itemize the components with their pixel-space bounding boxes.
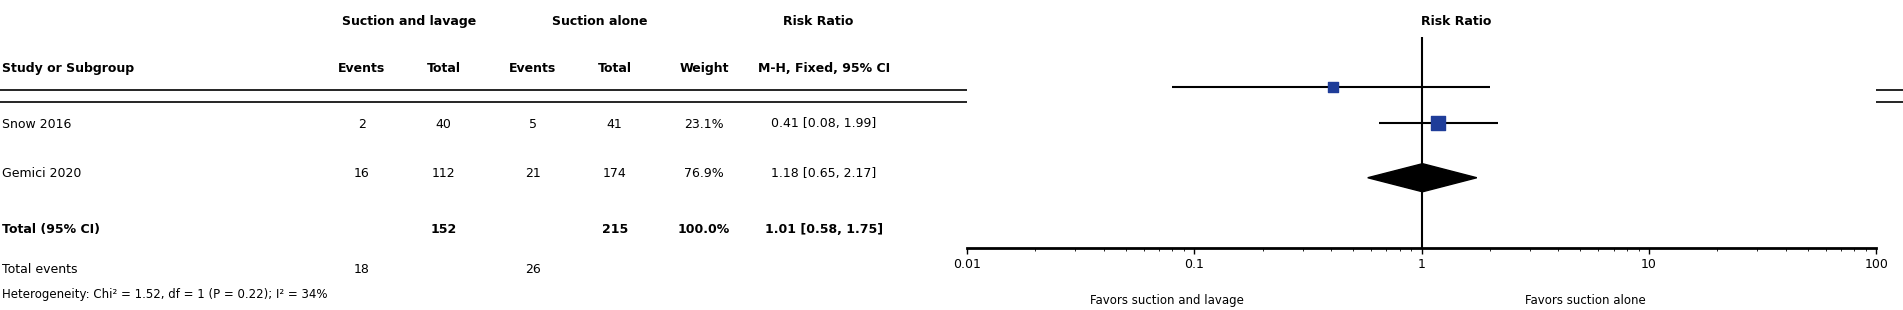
Text: Favors suction and lavage: Favors suction and lavage xyxy=(1090,294,1245,308)
Text: Suction and lavage: Suction and lavage xyxy=(343,15,476,28)
Text: Suction alone: Suction alone xyxy=(552,15,647,28)
Text: 100.0%: 100.0% xyxy=(677,223,731,236)
Text: Total events: Total events xyxy=(2,263,78,276)
Text: 0.41 [0.08, 1.99]: 0.41 [0.08, 1.99] xyxy=(771,117,877,131)
Text: 112: 112 xyxy=(432,167,455,180)
Text: 1.18 [0.65, 2.17]: 1.18 [0.65, 2.17] xyxy=(771,167,877,180)
Text: 5: 5 xyxy=(529,117,537,131)
Text: Risk Ratio: Risk Ratio xyxy=(1422,15,1490,28)
Point xyxy=(1319,85,1349,90)
Text: Study or Subgroup: Study or Subgroup xyxy=(2,62,133,75)
Text: 1.01 [0.58, 1.75]: 1.01 [0.58, 1.75] xyxy=(765,223,883,236)
Text: M-H, Fixed, 95% CI: M-H, Fixed, 95% CI xyxy=(757,62,891,75)
Text: 215: 215 xyxy=(601,223,628,236)
Text: M-H, Fixed, 95% CI: M-H, Fixed, 95% CI xyxy=(1389,62,1522,75)
Text: 21: 21 xyxy=(525,167,540,180)
Text: 174: 174 xyxy=(603,167,626,180)
Text: 26: 26 xyxy=(525,263,540,276)
Text: Total (95% CI): Total (95% CI) xyxy=(2,223,99,236)
Text: 152: 152 xyxy=(430,223,457,236)
Text: Events: Events xyxy=(510,62,556,75)
Text: Risk Ratio: Risk Ratio xyxy=(784,15,853,28)
Text: 2: 2 xyxy=(358,117,365,131)
Text: Snow 2016: Snow 2016 xyxy=(2,117,70,131)
Text: Events: Events xyxy=(339,62,384,75)
Text: Weight: Weight xyxy=(679,62,729,75)
Text: 40: 40 xyxy=(436,117,451,131)
Text: Total: Total xyxy=(598,62,632,75)
Text: 16: 16 xyxy=(354,167,369,180)
Text: 41: 41 xyxy=(607,117,622,131)
Text: Favors suction alone: Favors suction alone xyxy=(1524,294,1646,308)
Text: 76.9%: 76.9% xyxy=(685,167,723,180)
Text: Heterogeneity: Chi² = 1.52, df = 1 (P = 0.22); I² = 34%: Heterogeneity: Chi² = 1.52, df = 1 (P = … xyxy=(2,288,327,301)
Text: Total: Total xyxy=(426,62,461,75)
Text: 18: 18 xyxy=(354,263,369,276)
Polygon shape xyxy=(1368,164,1477,192)
Text: 23.1%: 23.1% xyxy=(685,117,723,131)
Point xyxy=(1423,120,1454,125)
Text: Gemici 2020: Gemici 2020 xyxy=(2,167,82,180)
